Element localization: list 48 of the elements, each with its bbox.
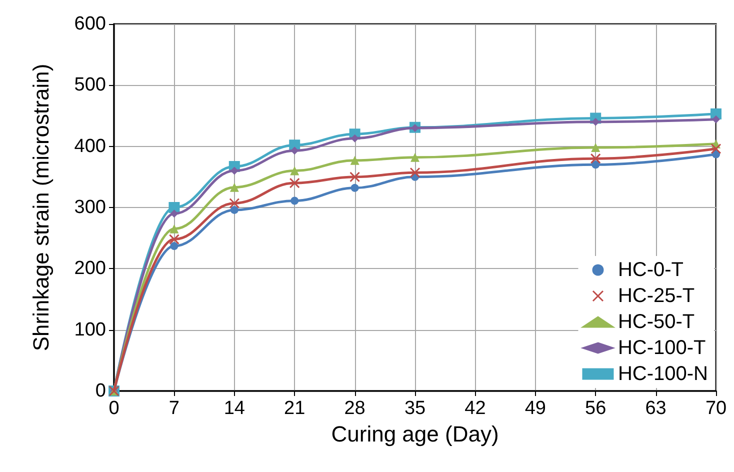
x-tick-label: 63: [645, 398, 666, 419]
point: [289, 178, 300, 188]
point: [592, 160, 600, 169]
x-tick-label: 56: [585, 398, 606, 419]
x-tick-label: 0: [108, 398, 120, 419]
point: [230, 182, 239, 192]
legend-label: HC-100-T: [618, 337, 706, 359]
legend-label: HC-0-T: [618, 259, 684, 281]
point: [170, 210, 178, 218]
point: [712, 115, 720, 124]
point: [168, 234, 180, 245]
x-axis-title: Curing age (Day): [331, 421, 499, 446]
x-tick-label: 28: [344, 398, 366, 419]
point: [710, 144, 722, 154]
point: [290, 166, 300, 176]
legend-label: HC-50-T: [618, 311, 695, 333]
x-tick-label: 70: [705, 398, 727, 419]
point: [591, 143, 600, 152]
point: [290, 146, 299, 155]
y-axis-title: Shrinkage strain (microstrain): [28, 64, 54, 352]
point: [410, 167, 420, 178]
y-tick-label: 100: [74, 319, 106, 340]
x-tick-label: 7: [168, 398, 180, 419]
point: [350, 134, 359, 142]
point: [229, 198, 240, 208]
x-tick-label: 49: [524, 398, 546, 419]
y-tick-label: 300: [74, 197, 106, 218]
point: [170, 224, 179, 234]
point: [350, 156, 360, 165]
y-tick-label: 600: [74, 14, 106, 34]
point: [230, 206, 238, 214]
point: [170, 242, 178, 250]
point: [230, 166, 238, 175]
point: [350, 184, 359, 192]
point: [350, 172, 360, 182]
legend-label: HC-25-T: [618, 285, 695, 307]
x-tick-label: 21: [284, 398, 306, 419]
y-tick-label: 500: [74, 74, 106, 96]
point: [410, 152, 420, 162]
legend-label: HC-100-N: [618, 363, 708, 385]
y-tick-label: 400: [74, 136, 106, 157]
x-tick-label: 42: [464, 398, 486, 419]
point: [290, 196, 299, 205]
y-tick-label: 0: [95, 380, 106, 402]
x-tick-label: 14: [224, 398, 246, 419]
point: [590, 153, 601, 164]
x-tick-label: 35: [404, 398, 426, 419]
y-tick-label: 200: [74, 258, 106, 280]
